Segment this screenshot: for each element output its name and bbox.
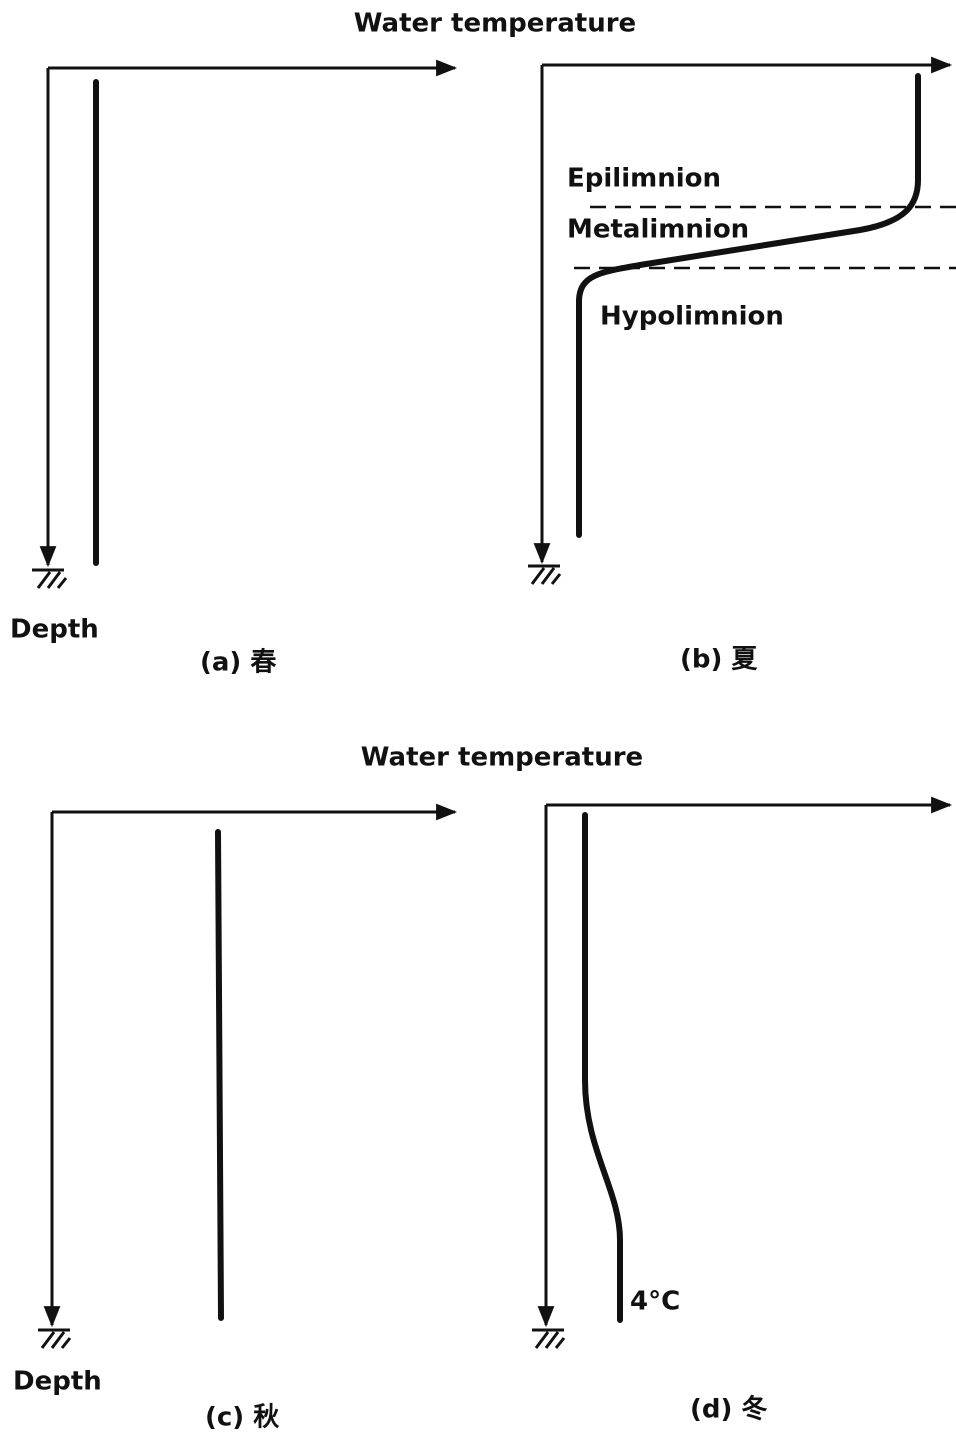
- caption: (c) 秋: [205, 1403, 280, 1433]
- caption: (b) 夏: [680, 645, 758, 675]
- layer-label: Hypolimnion: [600, 302, 784, 332]
- x-axis-label: Water temperature: [361, 743, 643, 773]
- bottom-hatch: [32, 568, 68, 589]
- annotation: 4°C: [630, 1287, 680, 1317]
- caption: (d) 冬: [690, 1395, 767, 1425]
- temperature-profile: [582, 812, 623, 1323]
- layer-label: Metalimnion: [567, 215, 749, 245]
- bottom-hatch: [528, 564, 562, 585]
- layer-label: Epilimnion: [567, 164, 721, 194]
- y-axis-label: Depth: [10, 615, 99, 645]
- bottom-hatch: [38, 1328, 72, 1349]
- temperature-profile: [576, 73, 921, 538]
- panel-b: Epilimnion Metalimnion Hypolimnion (b) 夏: [528, 56, 956, 675]
- temperature-profile: [215, 829, 224, 1321]
- panel-c: (c) 秋: [38, 803, 458, 1433]
- y-axis-label: Depth: [13, 1367, 102, 1397]
- panel-d: 4°C (d) 冬: [532, 796, 953, 1425]
- bottom-hatch: [532, 1328, 566, 1349]
- x-axis-label: Water temperature: [354, 9, 636, 39]
- panel-a: (a) 春: [32, 59, 458, 678]
- caption: (a) 春: [200, 648, 276, 678]
